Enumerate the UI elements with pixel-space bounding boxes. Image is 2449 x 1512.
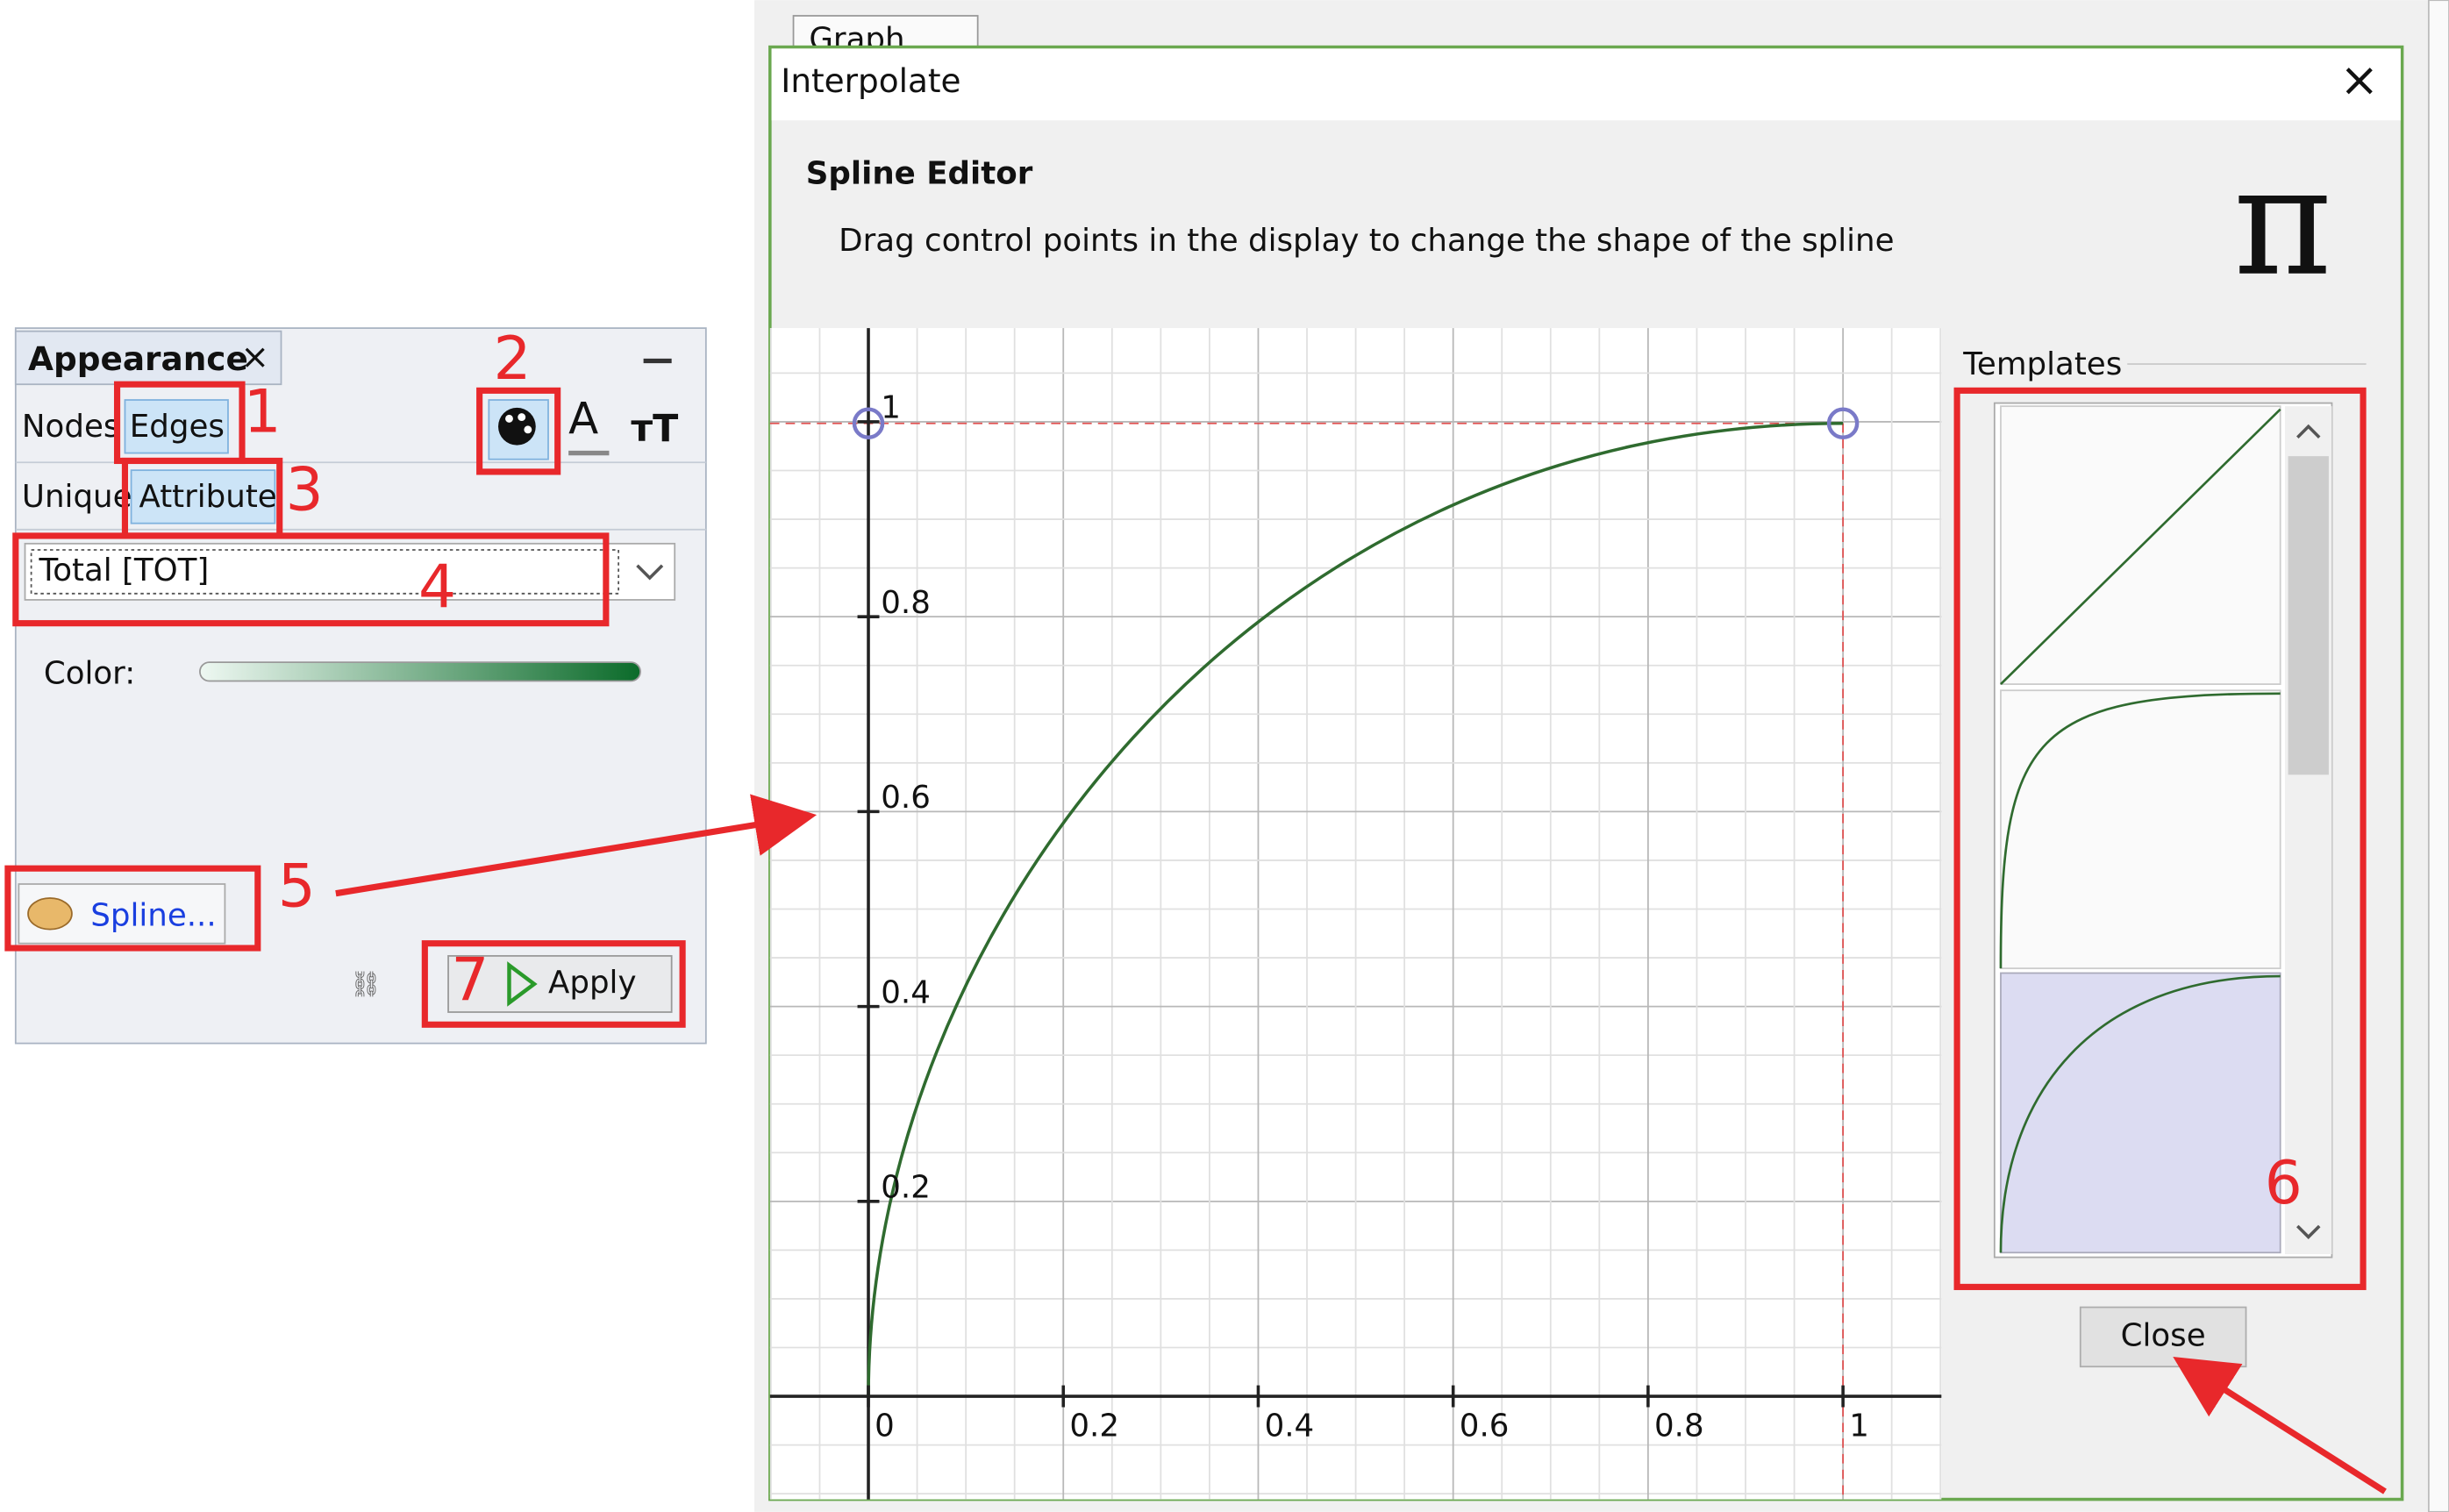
y-tick-label: 0.2: [881, 1170, 931, 1206]
dialog-close-icon[interactable]: ×: [2339, 52, 2379, 107]
dropdown-value: Total [TOT]: [39, 553, 210, 588]
label-color-icon[interactable]: A: [568, 393, 598, 444]
annotation: 5: [278, 852, 316, 921]
y-tick-label: 1: [881, 390, 901, 426]
template[interactable]: [1999, 972, 2281, 1254]
title-bar: [771, 48, 2401, 121]
dialog-header: Spline Editor: [806, 156, 1033, 192]
highlight-box: [476, 387, 561, 475]
annotation: 1: [244, 376, 282, 446]
y-tick-label: 0.6: [881, 780, 931, 816]
annotation: 6: [2265, 1148, 2303, 1217]
link-icon[interactable]: ⛓: [350, 970, 382, 999]
spline-curve: [867, 421, 1844, 1397]
apply-button[interactable]: [447, 955, 673, 1013]
x-tick-label: 1: [1849, 1409, 1869, 1444]
arrow: [335, 794, 818, 897]
apply-label: Apply: [548, 965, 637, 1001]
y-tick-label: 0.8: [881, 585, 931, 621]
annotation: 2: [494, 324, 532, 393]
dialog-title: Interpolate: [781, 61, 960, 100]
highlight-box: [421, 940, 686, 1028]
arrow: [2173, 1357, 2387, 1494]
attribute-tab-bg: [130, 469, 276, 524]
highlight-box: [12, 532, 610, 627]
template[interactable]: [2000, 405, 2281, 686]
spline-label: Spline...: [90, 897, 216, 933]
side-panel: [2427, 0, 2449, 1512]
panel-tab[interactable]: [14, 330, 282, 386]
template[interactable]: [1999, 689, 2281, 970]
close-button[interactable]: [2079, 1306, 2247, 1368]
control-point[interactable]: [1826, 407, 1860, 439]
pi-icon: π: [2233, 135, 2331, 310]
attribute-dropdown[interactable]: [24, 542, 676, 601]
unique-tab[interactable]: Unique: [22, 479, 132, 515]
x-tick-label: 0.6: [1460, 1409, 1510, 1444]
edges-tab-bg: [124, 399, 229, 454]
attribute-tab[interactable]: Attribute: [139, 479, 276, 515]
label-size-icon[interactable]: тT: [631, 407, 678, 451]
nodes-tab[interactable]: Nodes: [22, 409, 120, 445]
annotation: 3: [286, 454, 324, 524]
dialog-description: Drag control points in the display to ch…: [839, 223, 1894, 259]
x-tick-label: 0.8: [1654, 1409, 1704, 1444]
close-icon[interactable]: ×: [240, 338, 269, 377]
templates-label: Templates: [1962, 346, 2122, 382]
x-tick-label: 0.2: [1069, 1409, 1119, 1444]
color-gradient[interactable]: [199, 661, 641, 682]
color-label: Color:: [44, 655, 135, 691]
close-label: Close: [2121, 1317, 2206, 1353]
spline-icon: [27, 897, 73, 931]
x-tick-label: 0: [875, 1409, 895, 1444]
scroll-thumb[interactable]: [2288, 456, 2329, 775]
control-point[interactable]: [852, 407, 885, 439]
y-tick-label: 0.4: [881, 974, 931, 1010]
annotation: 7: [451, 945, 489, 1015]
annotation: 4: [418, 552, 456, 621]
panel-title: Appearance: [28, 339, 248, 378]
highlight-box: [4, 865, 261, 952]
highlight-box: [1953, 387, 2367, 1290]
edges-tab[interactable]: Edges: [130, 409, 225, 445]
x-tick-label: 0.4: [1265, 1409, 1315, 1444]
